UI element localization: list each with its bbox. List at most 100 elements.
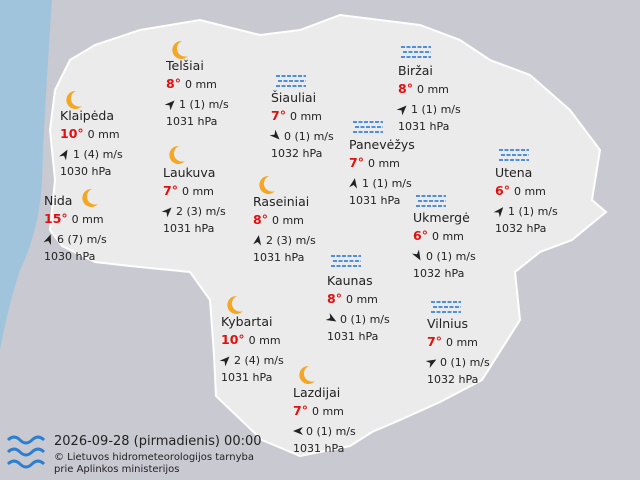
station-name: Vilnius xyxy=(427,316,468,331)
temperature-line: 7° 0 mm xyxy=(163,183,214,198)
pressure: 1032 hPa xyxy=(495,222,546,235)
temperature: 10° xyxy=(60,126,84,141)
station-name: Telšiai xyxy=(165,58,204,73)
temperature-line: 7° 0 mm xyxy=(427,334,478,349)
temperature: 7° xyxy=(271,108,286,123)
wind: 0 (1) m/s xyxy=(340,313,390,326)
precipitation: 0 mm xyxy=(446,336,478,349)
wind-arrow xyxy=(493,207,504,218)
pressure: 1031 hPa xyxy=(327,330,378,343)
temperature-line: 6° 0 mm xyxy=(413,228,464,243)
temperature: 6° xyxy=(413,228,428,243)
temperature: 15° xyxy=(44,211,68,226)
moon-icon xyxy=(82,188,98,207)
wind-arrow xyxy=(43,234,52,246)
precipitation: 0 mm xyxy=(312,405,344,418)
pressure: 1030 hPa xyxy=(60,165,111,178)
station-name: Panevėžys xyxy=(349,137,415,152)
temperature: 10° xyxy=(221,332,245,347)
precipitation: 0 mm xyxy=(182,185,214,198)
country-shape xyxy=(48,13,608,458)
station-name: Šiauliai xyxy=(271,90,316,105)
pressure: 1030 hPa xyxy=(44,250,95,263)
pressure: 1032 hPa xyxy=(413,267,464,280)
pressure: 1031 hPa xyxy=(163,222,214,235)
station-name: Ukmergė xyxy=(413,210,470,225)
wind: 1 (1) m/s xyxy=(411,103,461,116)
pressure: 1031 hPa xyxy=(221,371,272,384)
temperature-line: 8° 0 mm xyxy=(327,291,378,306)
datetime: 2026-09-28 (pirmadienis) 00:00 xyxy=(54,434,262,449)
credit: prie Aplinkos ministerijos xyxy=(54,464,180,475)
sea xyxy=(0,0,52,350)
temperature: 8° xyxy=(166,76,181,91)
wind-arrow xyxy=(349,178,358,189)
temperature: 7° xyxy=(293,403,308,418)
temperature: 8° xyxy=(327,291,342,306)
cloud-icon xyxy=(353,121,383,133)
precipitation: 0 mm xyxy=(290,110,322,123)
temperature-line: 8° 0 mm xyxy=(398,81,449,96)
pressure: 1031 hPa xyxy=(253,251,304,264)
temperature: 8° xyxy=(398,81,413,96)
moon-icon xyxy=(299,365,315,384)
pressure: 1032 hPa xyxy=(427,373,478,386)
cloud-icon xyxy=(401,46,431,58)
wind: 0 (1) m/s xyxy=(440,356,490,369)
wind-arrow xyxy=(425,359,437,368)
temperature-line: 7° 0 mm xyxy=(349,155,400,170)
wind-arrow xyxy=(253,235,262,246)
station-name: Klaipėda xyxy=(60,108,114,123)
temperature: 6° xyxy=(495,183,510,198)
precipitation: 0 mm xyxy=(432,230,464,243)
wind: 1 (1) m/s xyxy=(362,177,412,190)
precipitation: 0 mm xyxy=(272,214,304,227)
cloud-icon xyxy=(416,195,446,207)
wind: 2 (3) m/s xyxy=(266,234,316,247)
precipitation: 0 mm xyxy=(72,213,104,226)
cloud-icon xyxy=(276,75,306,87)
moon-icon xyxy=(66,90,82,109)
wind: 2 (3) m/s xyxy=(176,205,226,218)
temperature: 8° xyxy=(253,212,268,227)
pressure: 1031 hPa xyxy=(293,442,344,455)
pressure: 1032 hPa xyxy=(271,147,322,160)
wind: 1 (1) m/s xyxy=(179,98,229,111)
logo xyxy=(6,435,46,469)
moon-icon xyxy=(172,40,188,59)
precipitation: 0 mm xyxy=(417,83,449,96)
precipitation: 0 mm xyxy=(88,128,120,141)
temperature-line: 8° 0 mm xyxy=(253,212,304,227)
station-name: Kaunas xyxy=(327,273,373,288)
station-name: Nida xyxy=(44,193,72,208)
wind: 1 (1) m/s xyxy=(508,205,558,218)
pressure: 1031 hPa xyxy=(166,115,217,128)
wind: 2 (4) m/s xyxy=(234,354,284,367)
station-name: Utena xyxy=(495,165,532,180)
cloud-icon xyxy=(331,255,361,267)
station-name: Raseiniai xyxy=(253,194,309,209)
wind: 1 (4) m/s xyxy=(73,148,123,161)
wind-arrow xyxy=(412,249,421,261)
pressure: 1031 hPa xyxy=(398,120,449,133)
temperature-line: 7° 0 mm xyxy=(271,108,322,123)
moon-icon xyxy=(259,175,275,194)
temperature-line: 15° 0 mm xyxy=(44,211,104,226)
wind-arrow xyxy=(59,149,68,161)
station-name: Laukuva xyxy=(163,165,215,180)
credit: © Lietuvos hidrometeorologijos tarnyba xyxy=(54,452,254,463)
wind: 0 (1) m/s xyxy=(306,425,356,438)
wind-arrow xyxy=(293,427,303,435)
precipitation: 0 mm xyxy=(346,293,378,306)
wind-arrow xyxy=(325,313,337,322)
precipitation: 0 mm xyxy=(368,157,400,170)
temperature-line: 6° 0 mm xyxy=(495,183,546,198)
wind: 0 (1) m/s xyxy=(284,130,334,143)
temperature: 7° xyxy=(349,155,364,170)
precipitation: 0 mm xyxy=(185,78,217,91)
cloud-icon xyxy=(499,149,529,161)
temperature: 7° xyxy=(427,334,442,349)
moon-icon xyxy=(227,295,243,314)
cloud-icon xyxy=(431,301,461,313)
